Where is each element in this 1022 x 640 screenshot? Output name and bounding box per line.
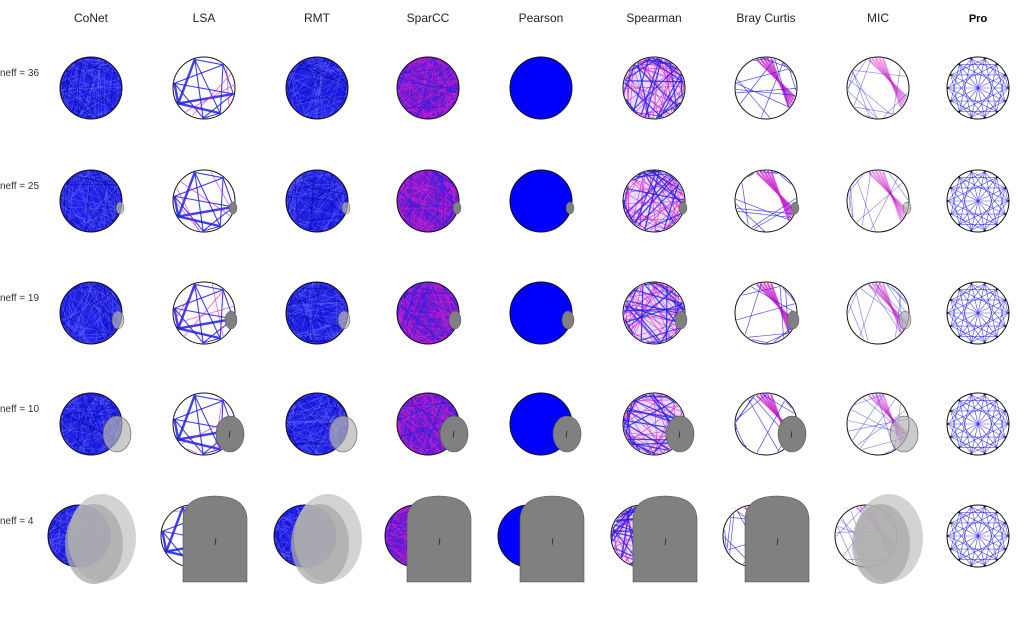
network-rmt-row-1 xyxy=(286,57,348,119)
network-spearman-row-5 xyxy=(611,496,697,582)
network-conet-row-3 xyxy=(60,282,124,344)
network-pro-row-5 xyxy=(946,504,1011,567)
network-rmt-row-3 xyxy=(286,282,350,344)
network-spearman-row-4 xyxy=(623,393,694,455)
network-rmt-row-2 xyxy=(286,170,350,232)
network-mic-row-3 xyxy=(847,282,911,344)
column-title-rmt: RMT xyxy=(304,11,331,25)
network-conet-row-2 xyxy=(60,170,124,232)
network-rmt-row-4 xyxy=(286,393,357,455)
network-pro-row-4 xyxy=(946,392,1011,455)
network-conet-row-1 xyxy=(60,57,122,119)
network-conet-row-4 xyxy=(60,393,131,455)
network-sparcc-row-4 xyxy=(397,393,468,455)
network-sparcc-row-2 xyxy=(397,170,461,232)
network-sparcc-row-1 xyxy=(397,57,459,119)
network-pro-row-2 xyxy=(946,169,1011,232)
column-title-conet: CoNet xyxy=(74,11,109,25)
network-bray-curtis-row-4 xyxy=(735,393,806,455)
network-pearson-row-3 xyxy=(510,282,574,344)
network-sparcc-row-5 xyxy=(385,496,471,582)
network-bray-curtis-row-5 xyxy=(723,496,809,582)
network-pro-row-3 xyxy=(946,281,1011,344)
network-mic-row-1 xyxy=(847,57,909,119)
network-rmt-row-5 xyxy=(274,494,362,584)
network-pro-row-1 xyxy=(946,56,1011,119)
row-label-4: neff = 10 xyxy=(0,404,39,415)
network-mic-row-2 xyxy=(847,170,911,232)
network-lsa-row-1 xyxy=(173,57,235,119)
row-label-5: neff = 4 xyxy=(0,516,34,527)
network-lsa-row-4 xyxy=(173,393,244,455)
network-lsa-row-2 xyxy=(173,170,237,232)
row-label-3: neff = 19 xyxy=(0,293,39,304)
network-spearman-row-1 xyxy=(623,57,685,119)
network-spearman-row-3 xyxy=(623,282,687,344)
column-title-spearman: Spearman xyxy=(626,11,681,25)
network-pearson-row-2 xyxy=(510,170,574,232)
row-label-1: neff = 36 xyxy=(0,68,39,79)
column-title-mic: MIC xyxy=(867,11,889,25)
network-lsa-row-5 xyxy=(161,496,247,582)
column-title-sparcc: SparCC xyxy=(407,11,450,25)
network-bray-curtis-row-3 xyxy=(735,282,799,344)
network-bray-curtis-row-2 xyxy=(735,170,799,232)
column-title-lsa: LSA xyxy=(193,11,216,25)
column-title-pro: Pro xyxy=(969,13,988,25)
network-conet-row-5 xyxy=(48,494,136,584)
network-spearman-row-2 xyxy=(623,170,687,232)
column-title-bray-curtis: Bray Curtis xyxy=(736,11,795,25)
network-lsa-row-3 xyxy=(173,282,237,344)
network-mic-row-5 xyxy=(835,494,923,584)
network-pearson-row-1 xyxy=(510,57,572,119)
network-pearson-row-4 xyxy=(510,393,581,455)
network-bray-curtis-row-1 xyxy=(735,57,797,119)
network-mic-row-4 xyxy=(847,393,918,455)
network-sparcc-row-3 xyxy=(397,282,461,344)
column-title-pearson: Pearson xyxy=(519,11,564,25)
network-pearson-row-5 xyxy=(498,496,584,582)
row-label-2: neff = 25 xyxy=(0,181,39,192)
